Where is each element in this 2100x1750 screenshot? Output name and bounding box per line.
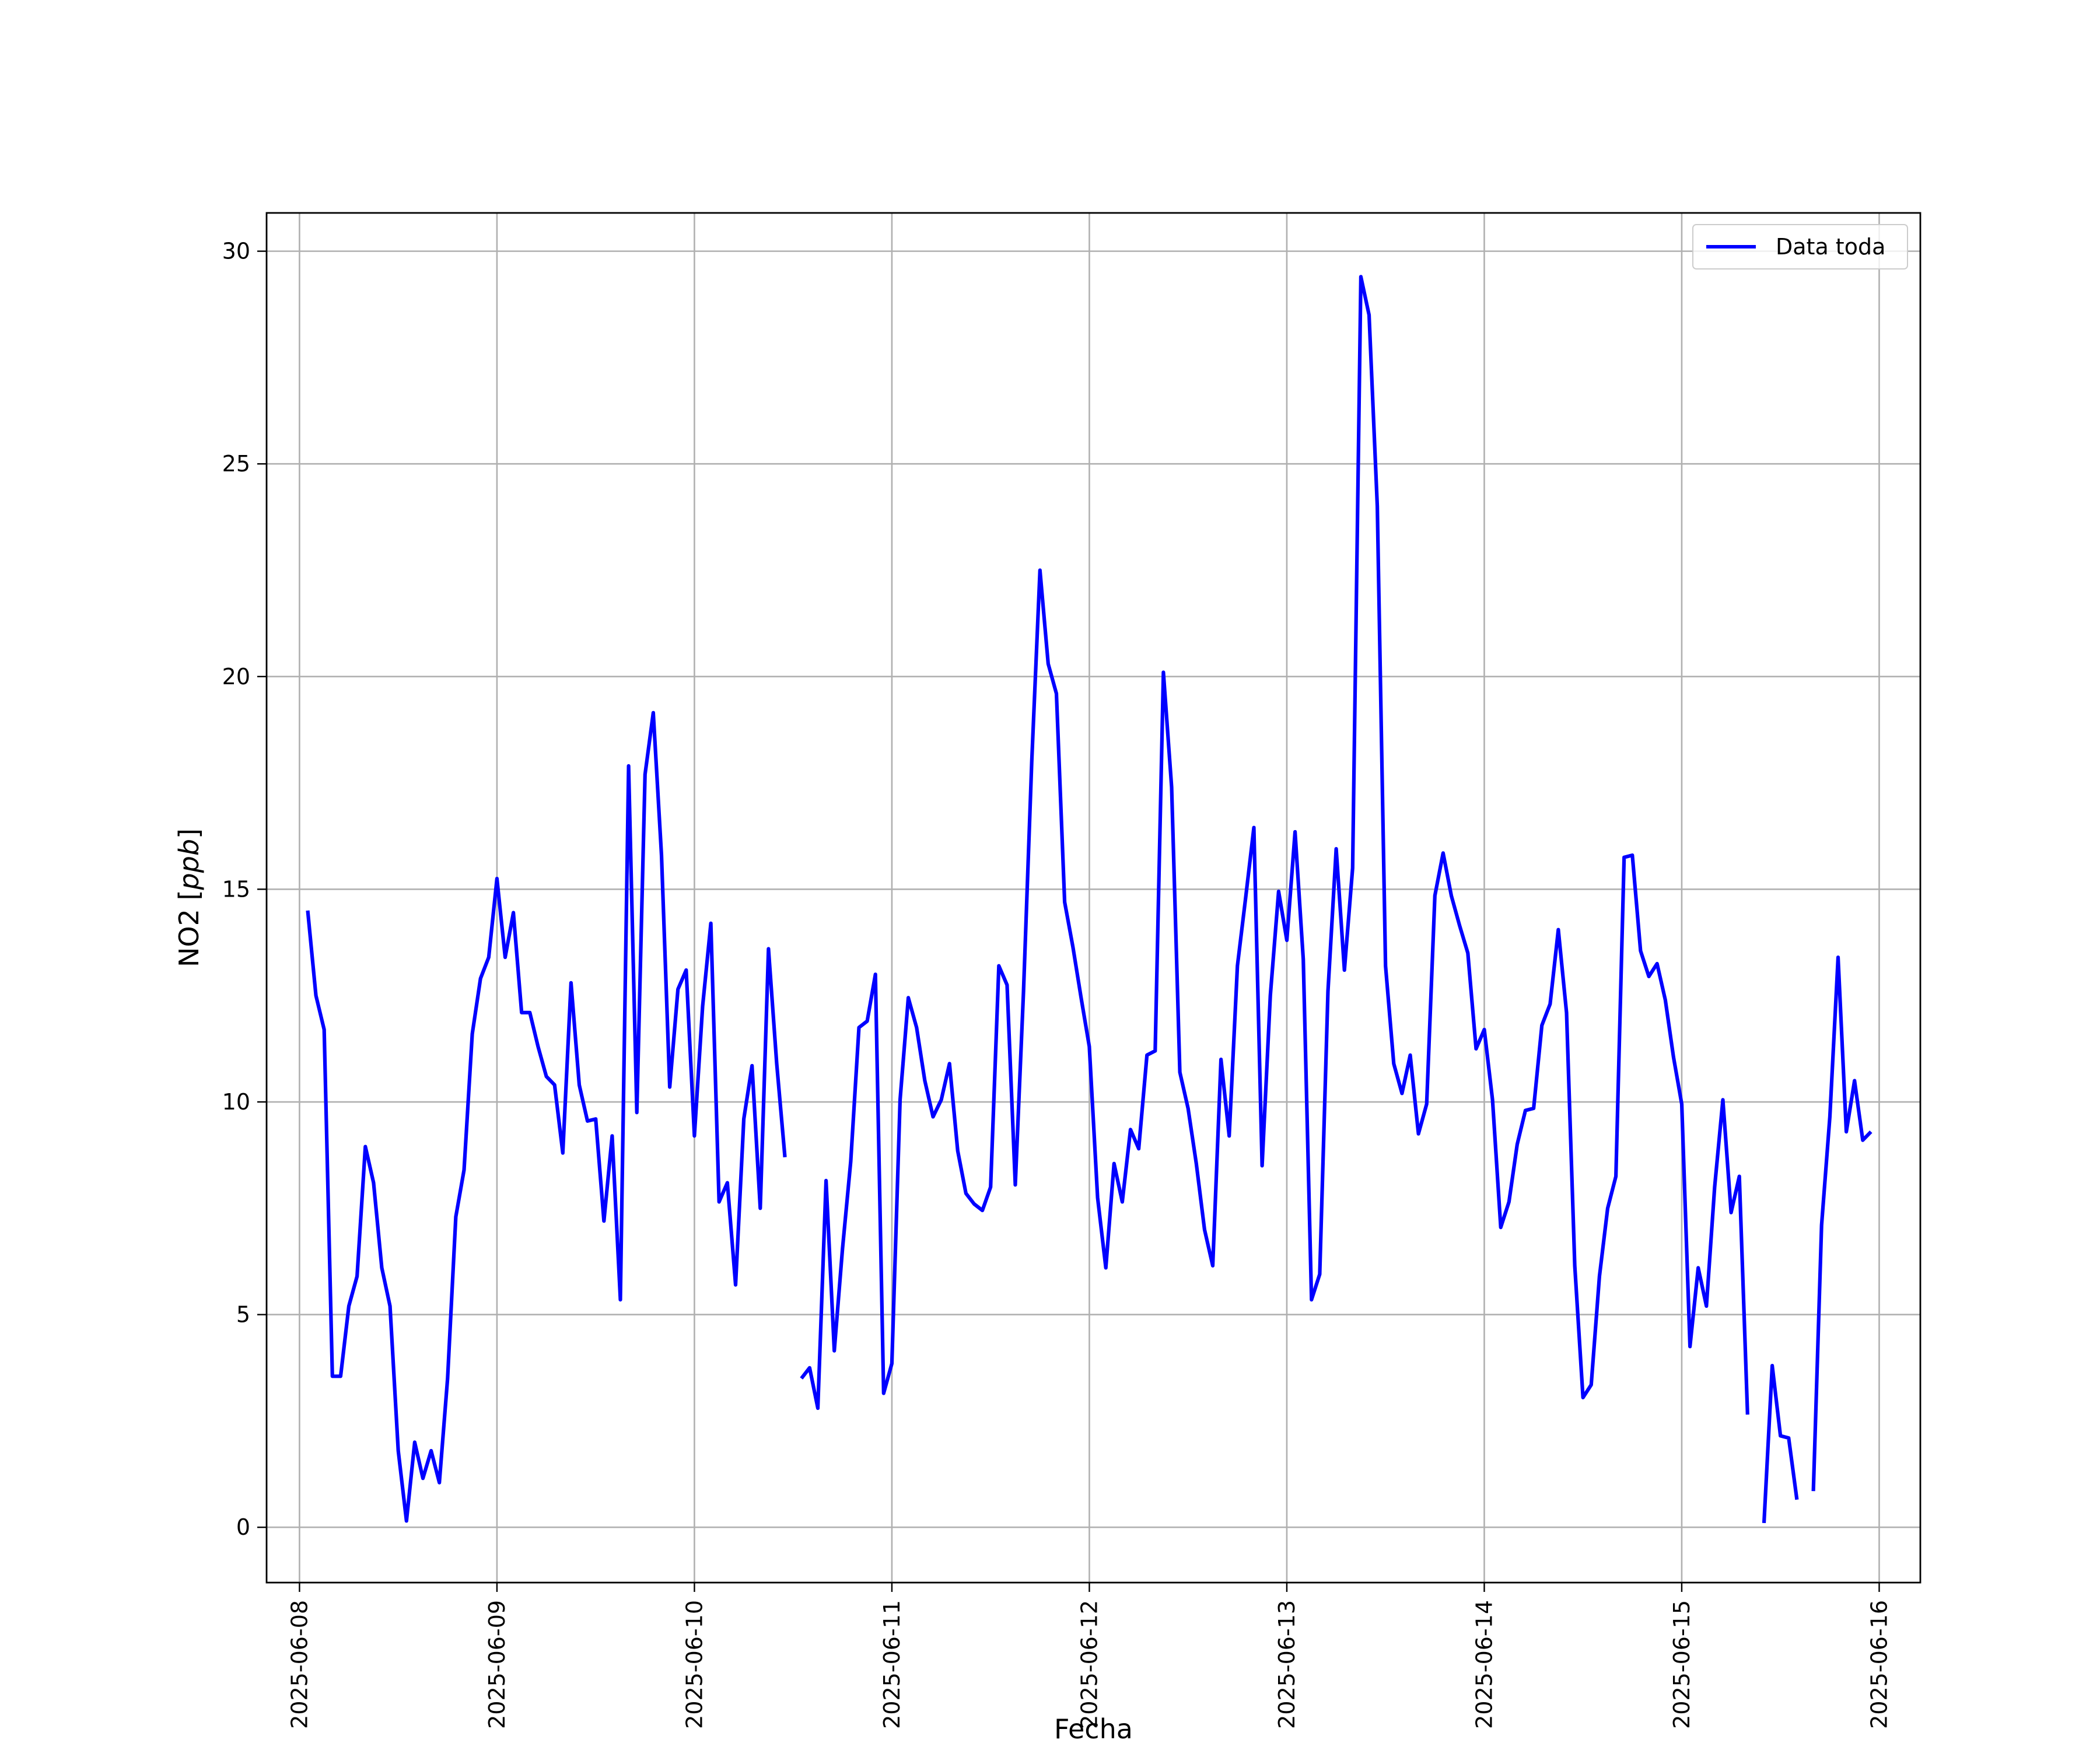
y-tick-label: 0: [236, 1514, 250, 1540]
plot-area-frame: [265, 212, 1922, 1584]
x-axis-title: Fecha: [1054, 1713, 1133, 1745]
x-tick-label: 2025-06-16: [1866, 1600, 1892, 1729]
y-tick-label: 5: [236, 1302, 250, 1328]
series-layer: [306, 275, 1873, 1524]
y-tick-label: 25: [222, 451, 250, 477]
x-tick-label: 2025-06-10: [681, 1600, 707, 1729]
legend-box: [1692, 224, 1908, 270]
y-tick-label: 20: [222, 664, 250, 690]
legend-label: Data toda: [1776, 234, 1885, 260]
x-tick-label: 2025-06-14: [1471, 1600, 1497, 1729]
y-axis-title-close: ]: [173, 828, 205, 839]
x-tick-label: 2025-06-11: [879, 1600, 905, 1729]
x-tick-label: 2025-06-13: [1274, 1600, 1300, 1729]
x-tick-label: 2025-06-12: [1076, 1600, 1102, 1729]
grid-lines: [267, 213, 1920, 1583]
y-tick-label: 30: [222, 239, 250, 264]
x-tick-label: 2025-06-09: [484, 1600, 510, 1729]
x-tick-label: 2025-06-15: [1669, 1600, 1695, 1729]
series-line-0: [306, 275, 1873, 1524]
y-axis-title-unit: ppb: [173, 839, 205, 891]
y-tick-label: 10: [222, 1089, 250, 1115]
x-tick-label: 2025-06-08: [286, 1600, 312, 1729]
legend: Data toda: [1692, 224, 1908, 270]
y-axis-title-main: NO2 [: [173, 890, 205, 967]
y-axis-ticks: 0 5 10 15 20 25 30: [222, 239, 267, 1540]
y-axis-title: NO2 [ppb]: [173, 828, 205, 967]
y-tick-label: 15: [222, 876, 250, 902]
x-axis-ticks: 2025-06-08 2025-06-09 2025-06-10 2025-06-11…: [286, 1583, 1892, 1729]
